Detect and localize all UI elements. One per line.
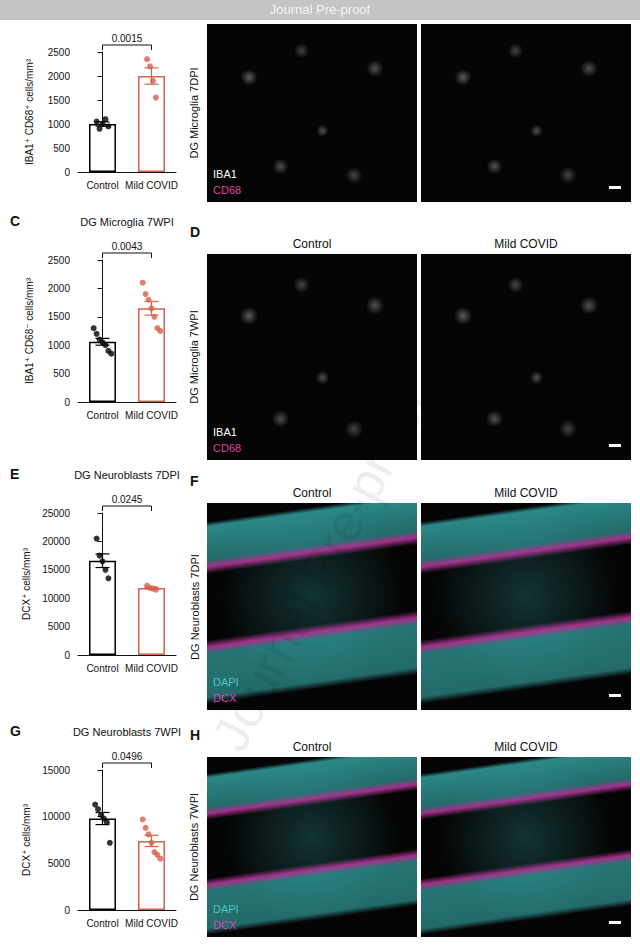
html-text:DCX: DCX [213, 692, 237, 704]
html-text:Mild COVID: Mild COVID [494, 740, 558, 754]
html-text:DAPI: DAPI [213, 676, 239, 688]
svg-text:0.0043: 0.0043 [112, 241, 143, 252]
svg-text:500: 500 [53, 143, 70, 154]
svg-text:1000: 1000 [48, 119, 71, 130]
svg-text:500: 500 [53, 368, 70, 379]
svg-text:Mild COVID: Mild COVID [125, 663, 178, 674]
svg-text:G: G [10, 723, 21, 739]
svg-text:20000: 20000 [42, 536, 70, 547]
html-text:DG Neuroblasts 7WPI: DG Neuroblasts 7WPI [188, 792, 200, 902]
svg-text:DG Neuroblasts 7WPI: DG Neuroblasts 7WPI [73, 726, 181, 738]
svg-text:Control: Control [86, 410, 118, 421]
html-text:CD68: CD68 [213, 184, 242, 196]
svg-text:0: 0 [64, 397, 70, 408]
html-text:DCX: DCX [213, 919, 237, 931]
html-text:Mild COVID: Mild COVID [494, 486, 558, 500]
html-text:Journal Pre-proof: Journal Pre-proof [200, 378, 441, 761]
svg-text:15000: 15000 [42, 765, 70, 776]
svg-text:2000: 2000 [48, 283, 71, 294]
svg-text:C: C [10, 213, 20, 229]
svg-text:IBA1⁺ CD68⁺ cells/mm³: IBA1⁺ CD68⁺ cells/mm³ [24, 58, 35, 165]
svg-text:10000: 10000 [42, 811, 70, 822]
html-text:DG Neuroblasts 7DPI: DG Neuroblasts 7DPI [188, 553, 200, 660]
svg-text:DG Neuroblasts 7DPI: DG Neuroblasts 7DPI [74, 469, 180, 481]
svg-text:25000: 25000 [42, 508, 70, 519]
svg-text:Mild COVID: Mild COVID [125, 918, 178, 929]
svg-text:Control: Control [86, 663, 118, 674]
svg-text:5000: 5000 [48, 621, 71, 632]
html-text:IBA1: IBA1 [213, 426, 237, 438]
svg-text:0.0496: 0.0496 [112, 751, 143, 762]
svg-text:10000: 10000 [42, 593, 70, 604]
svg-text:Control: Control [86, 918, 118, 929]
html-text:DAPI: DAPI [213, 903, 239, 915]
svg-text:Control: Control [86, 180, 118, 191]
svg-text:0.0245: 0.0245 [112, 494, 143, 505]
svg-text:0.0015: 0.0015 [112, 33, 143, 44]
html-text:F: F [190, 473, 199, 489]
svg-text:1500: 1500 [48, 311, 71, 322]
svg-text:2000: 2000 [48, 71, 71, 82]
html-text:CD68: CD68 [213, 442, 242, 454]
svg-text:Mild COVID: Mild COVID [125, 180, 178, 191]
html-text:Control: Control [292, 486, 332, 500]
html-text:DG Microglia 7WPI: DG Microglia 7WPI [188, 310, 200, 404]
svg-text:Mild COVID: Mild COVID [125, 410, 178, 421]
svg-text:2500: 2500 [48, 255, 71, 266]
html-text:Control: Control [292, 237, 332, 251]
svg-text:DG Microglia 7WPI: DG Microglia 7WPI [80, 216, 174, 228]
html-text:Control: Control [292, 740, 332, 754]
svg-text:1000: 1000 [48, 340, 71, 351]
svg-text:DCX⁺ cells/mm³: DCX⁺ cells/mm³ [21, 803, 32, 876]
html-text:D: D [190, 224, 201, 240]
svg-text:2500: 2500 [48, 47, 71, 58]
svg-text:IBA1⁺ CD68⁻ cells/mm³: IBA1⁺ CD68⁻ cells/mm³ [24, 277, 35, 384]
html-text:H: H [190, 727, 201, 743]
html-text:DG Microglia 7DPI: DG Microglia 7DPI [188, 67, 200, 159]
svg-text:1500: 1500 [48, 95, 71, 106]
svg-text:0: 0 [64, 650, 70, 661]
svg-text:0: 0 [64, 905, 70, 916]
svg-text:0: 0 [64, 167, 70, 178]
svg-text:5000: 5000 [48, 858, 71, 869]
html-text:IBA1: IBA1 [213, 168, 237, 180]
svg-text:E: E [10, 466, 19, 482]
html-text:Journal Pre-proof: Journal Pre-proof [269, 2, 371, 17]
svg-text:DCX⁺ cells/mm³: DCX⁺ cells/mm³ [21, 547, 32, 620]
html-text:Mild COVID: Mild COVID [494, 237, 558, 251]
svg-text:15000: 15000 [42, 564, 70, 575]
